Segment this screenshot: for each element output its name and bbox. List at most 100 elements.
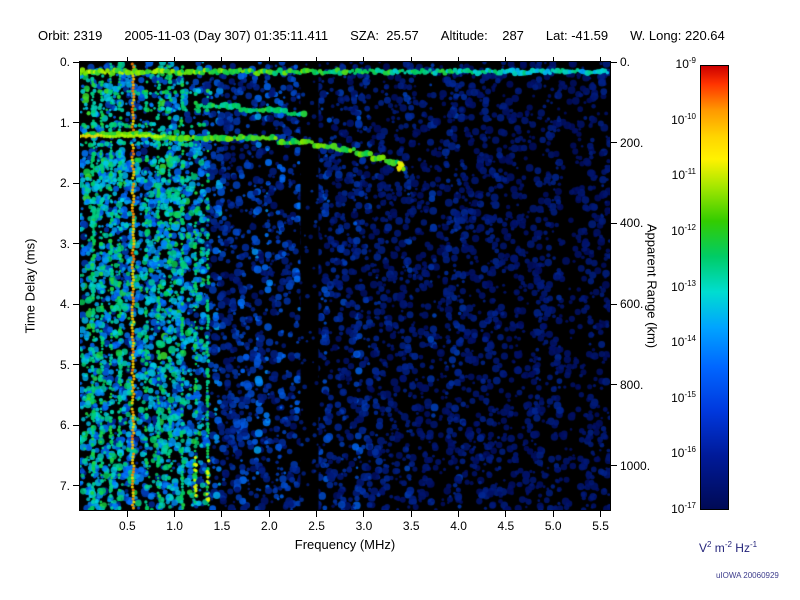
y-tick-label: 0.: [59, 55, 70, 69]
x-tick-mark: [410, 511, 412, 517]
header-info: Orbit: 2319 2005-11-03 (Day 307) 01:35:11…: [38, 28, 725, 43]
unit-exponent: 2: [707, 540, 712, 549]
header-item-4: Lat: -41.59: [545, 28, 609, 43]
y-tick-mark: [73, 61, 79, 63]
x-tick-label: 2.0: [260, 519, 278, 533]
header-item-1: 2005-11-03 (Day 307) 01:35:11.411: [124, 28, 329, 43]
header-item-5: W. Long: 220.64: [630, 28, 725, 43]
unit-base: V: [699, 541, 708, 555]
x-tick-mark-top: [126, 57, 128, 61]
y-tick-label: 3.: [59, 236, 70, 251]
x-tick-label: 3.5: [402, 519, 420, 533]
spectrogram-plot: [79, 61, 611, 511]
colorbar-tick-label: 10-12: [671, 222, 696, 238]
y-axis-label-time-delay: Time Delay (ms): [22, 238, 38, 334]
x-tick-label: 4.5: [497, 519, 515, 533]
x-tick-label: 3.0: [355, 519, 373, 533]
unit-base: Hz: [731, 541, 750, 555]
colorbar-tick-label: 10-16: [671, 445, 696, 461]
colorbar-exponent: -9: [688, 56, 696, 65]
x-tick-mark: [316, 511, 318, 517]
x-tick-mark: [363, 511, 365, 517]
spectrogram-canvas: [80, 62, 610, 510]
y-tick-mark: [73, 303, 79, 305]
x-tick-label: 1.0: [166, 519, 183, 533]
colorbar-tick-label: 10-9: [675, 56, 696, 72]
y-tick-mark: [73, 364, 79, 366]
range-tick-label: 0.: [620, 55, 631, 69]
colorbar-exponent: -12: [684, 222, 696, 232]
header-item-3: Altitude: 287: [440, 28, 524, 43]
colorbar-tick-label: 10-15: [671, 389, 696, 405]
y-tick-mark: [73, 122, 79, 124]
range-tick-label: 600.: [620, 297, 644, 312]
range-tick-mark: [611, 303, 617, 305]
credit-text: uIOWA 20060929: [716, 571, 779, 580]
y-tick-mark: [73, 424, 79, 426]
x-tick-label: 4.0: [450, 519, 467, 533]
x-tick-mark-top: [268, 57, 270, 61]
x-tick-mark: [268, 511, 270, 517]
x-tick-mark-top: [221, 57, 223, 61]
range-tick-label: 800.: [620, 377, 644, 392]
colorbar-exponent: -11: [685, 167, 696, 177]
colorbar-tick-label: 10-14: [671, 334, 696, 350]
x-tick-label: 5.0: [544, 519, 562, 533]
range-tick-mark: [611, 222, 617, 224]
x-tick-mark-top: [363, 57, 365, 61]
colorbar-exponent: -17: [684, 501, 696, 510]
x-tick-mark: [174, 511, 176, 517]
colorbar-tick-label: 10-11: [671, 167, 696, 183]
unit-exponent: -1: [749, 540, 758, 549]
x-tick-mark-top: [458, 57, 460, 61]
x-tick-mark-top: [316, 57, 318, 61]
colorbar-exponent: -10: [684, 111, 696, 121]
colorbar-tick-label: 10-13: [671, 278, 696, 294]
header-item-0: Orbit: 2319: [38, 28, 103, 43]
y-tick-label: 5.: [59, 357, 70, 372]
x-tick-mark-top: [552, 57, 554, 61]
range-tick-label: 200.: [620, 135, 644, 150]
y-tick-label: 6.: [59, 418, 70, 433]
y-tick-label: 1.: [59, 115, 70, 130]
range-tick-mark: [611, 384, 617, 386]
x-tick-label: 1.5: [213, 519, 231, 533]
y-tick-mark: [73, 485, 79, 487]
y-axis-label-apparent-range: Apparent Range (km): [644, 223, 660, 349]
x-tick-mark: [552, 511, 554, 517]
range-tick-label: 1000.: [620, 458, 651, 473]
x-tick-mark: [600, 511, 602, 517]
unit-exponent: -2: [724, 540, 732, 549]
range-tick-mark: [611, 142, 617, 144]
y-tick-label: 2.: [59, 176, 70, 191]
unit-base: m: [711, 541, 725, 555]
x-tick-label: 0.5: [118, 519, 136, 533]
x-tick-label: 5.5: [592, 519, 609, 533]
header-item-2: SZA: 25.57: [350, 28, 419, 43]
y-tick-label: 4.: [59, 297, 70, 312]
colorbar-tick-label: 10-10: [671, 111, 696, 127]
y-tick-mark: [73, 182, 79, 184]
x-tick-mark: [221, 511, 223, 517]
colorbar-tick-label: 10-17: [671, 501, 696, 517]
x-tick-mark: [458, 511, 460, 517]
colorbar-exponent: -13: [684, 278, 696, 288]
colorbar-exponent: -14: [684, 334, 696, 344]
range-tick-mark: [611, 465, 617, 467]
x-tick-mark-top: [174, 57, 176, 61]
x-tick-mark-top: [505, 57, 507, 61]
x-tick-mark: [126, 511, 128, 517]
colorbar-exponent: -15: [684, 389, 696, 399]
x-tick-mark-top: [410, 57, 412, 61]
range-tick-label: 400.: [620, 216, 644, 231]
x-axis-label-frequency: Frequency (MHz): [294, 537, 396, 552]
y-tick-mark: [73, 243, 79, 245]
x-tick-mark: [505, 511, 507, 517]
colorbar: [700, 65, 729, 510]
colorbar-exponent: -16: [684, 445, 696, 455]
colorbar-unit-label: V2 m-2 Hz-1: [699, 540, 758, 556]
x-tick-label: 2.5: [308, 519, 325, 533]
x-tick-mark-top: [600, 57, 602, 61]
y-tick-label: 7.: [59, 478, 70, 493]
